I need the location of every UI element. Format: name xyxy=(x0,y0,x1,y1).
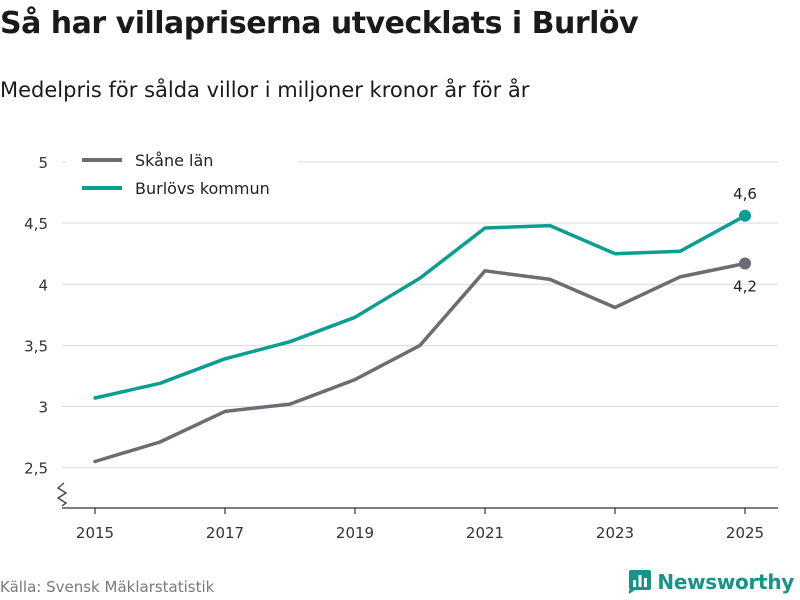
series-end-label: 4,6 xyxy=(733,185,757,203)
axis-break-icon xyxy=(56,482,68,507)
newsworthy-logo-icon xyxy=(629,570,652,594)
chart-title: Så har villapriserna utvecklats i Burlöv xyxy=(0,6,639,41)
x-tick-label: 2015 xyxy=(76,524,114,542)
x-tick-label: 2021 xyxy=(466,524,504,542)
series-end-marker-0 xyxy=(739,257,751,270)
line-chart: 2,5 3 3,5 4 4,5 5 2015 2017 2019 2021 2023 2025 4,2 4… xyxy=(24,148,778,542)
y-tick-label: 3 xyxy=(38,399,48,417)
series-line-0 xyxy=(93,261,747,464)
x-tick-label: 2025 xyxy=(726,524,764,542)
x-tick-label: 2023 xyxy=(596,524,634,542)
series-line-1 xyxy=(93,214,747,400)
source-note: Källa: Svensk Mäklarstatistik xyxy=(0,578,215,596)
x-tick-label: 2019 xyxy=(336,524,374,542)
y-tick-label: 5 xyxy=(38,154,48,172)
chart-subtitle: Medelpris för sålda villor i miljoner kr… xyxy=(0,78,530,102)
x-tick-label: 2017 xyxy=(206,524,244,542)
y-tick-label: 4,5 xyxy=(24,215,48,233)
legend-label: Burlövs kommun xyxy=(135,179,270,198)
series-end-label: 4,2 xyxy=(733,277,757,295)
y-tick-label: 3,5 xyxy=(24,337,48,355)
y-tick-label: 4 xyxy=(38,276,48,294)
legend-background xyxy=(66,148,298,204)
brand-name: Newsworthy xyxy=(657,570,794,594)
brand: Newsworthy xyxy=(629,570,794,594)
y-tick-label: 2,5 xyxy=(24,460,48,478)
series-end-marker-1 xyxy=(739,209,751,222)
legend-label: Skåne län xyxy=(135,151,213,170)
